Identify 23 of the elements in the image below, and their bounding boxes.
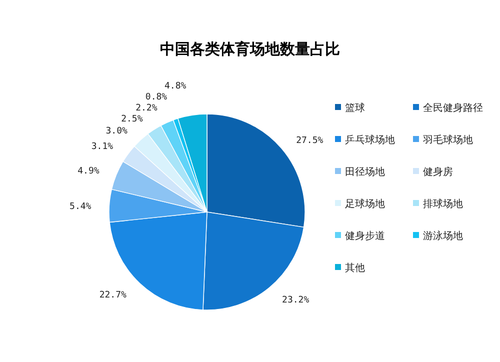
legend-label: 游泳场地 (423, 230, 463, 242)
legend-label: 足球场地 (345, 198, 385, 210)
data-label: 4.9% (78, 166, 100, 177)
legend-label: 健身房 (423, 166, 453, 178)
data-label: 2.5% (121, 114, 144, 125)
legend-label: 田径场地 (345, 166, 385, 178)
legend-label: 羽毛球场地 (423, 134, 473, 146)
data-label: 3.1% (91, 142, 114, 152)
data-label: 3.0% (106, 126, 128, 136)
legend-label: 篮球 (345, 102, 365, 114)
legend-label: 其他 (345, 262, 365, 274)
data-label: 27.5% (296, 136, 324, 146)
data-label: 4.8% (164, 82, 187, 92)
legend-label: 健身步道 (345, 230, 385, 242)
legend-label: 全民健身路径 (423, 102, 483, 114)
data-label: 23.2% (282, 296, 310, 306)
data-label: 5.4% (70, 202, 92, 212)
data-label: 22.7% (99, 290, 127, 301)
legend-label: 乒乓球场地 (345, 134, 395, 146)
data-label: 2.2% (136, 104, 158, 114)
legend-label: 排球场地 (423, 198, 463, 210)
chart-title: 中国各类体育场地数量占比 (160, 40, 340, 58)
data-label: 0.8% (145, 92, 168, 103)
